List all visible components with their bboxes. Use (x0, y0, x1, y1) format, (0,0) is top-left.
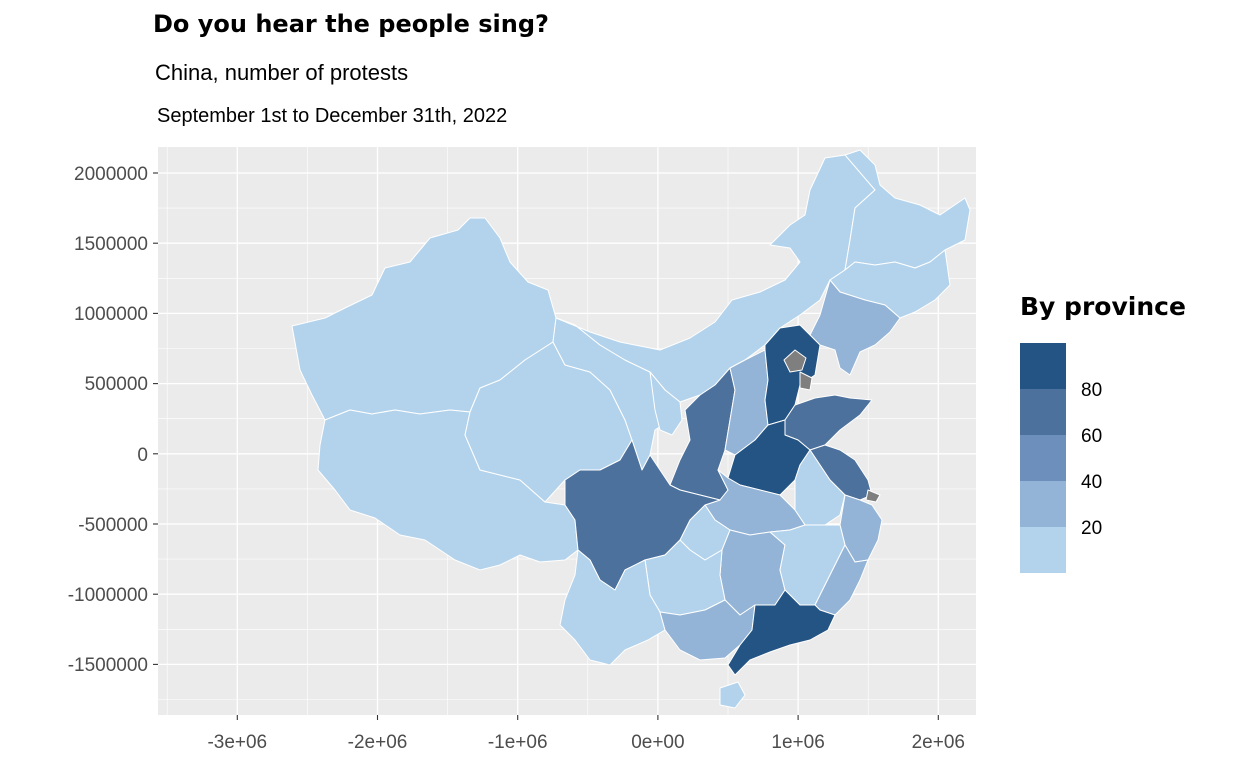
province-beijing (783, 349, 807, 373)
legend-colorbar-step (1020, 343, 1066, 389)
legend-title: By province (1020, 292, 1186, 321)
legend-colorbar-step (1020, 435, 1066, 481)
map-subtitle: China, number of protests (155, 60, 409, 85)
y-tick-label: 0 (137, 445, 148, 466)
province-hunan (719, 529, 786, 616)
legend-break-label: 20 (1081, 518, 1102, 539)
province-tianjin (799, 371, 813, 391)
legend-break-label: 80 (1081, 380, 1102, 401)
y-tick-label: 2000000 (74, 164, 148, 185)
province-shanghai (865, 489, 881, 503)
legend-colorbar-step (1020, 481, 1066, 527)
legend: 80 60 40 20 (1020, 343, 1102, 573)
x-tick-label: 1e+06 (771, 732, 824, 753)
x-axis: -3e+06 -2e+06 -1e+06 0e+00 1e+06 2e+06 (207, 715, 965, 753)
x-tick-label: -2e+06 (348, 732, 408, 753)
y-tick-label: -1000000 (68, 585, 148, 606)
legend-colorbar-step (1020, 389, 1066, 435)
legend-break-label: 60 (1081, 426, 1102, 447)
province-yunnan (559, 549, 666, 666)
map-title: Do you hear the people sing? (153, 10, 549, 38)
y-tick-label: -1500000 (68, 655, 148, 676)
y-tick-label: 1000000 (74, 304, 148, 325)
provinces (291, 149, 971, 709)
x-tick-label: 0e+00 (631, 732, 684, 753)
province-hebei (764, 324, 821, 426)
province-ningxia (649, 371, 683, 436)
y-tick-label: -500000 (78, 515, 148, 536)
x-tick-label: -3e+06 (207, 732, 267, 753)
province-guangdong (727, 589, 836, 676)
y-tick-label: 500000 (85, 374, 148, 395)
province-hainan (719, 681, 746, 709)
y-axis: 2000000 1500000 1000000 500000 0 -500000… (68, 164, 158, 676)
x-tick-label: 2e+06 (912, 732, 965, 753)
y-tick-label: 1500000 (74, 234, 148, 255)
legend-colorbar-step (1020, 527, 1066, 573)
x-tick-label: -1e+06 (488, 732, 548, 753)
province-tibet (317, 409, 579, 571)
legend-break-label: 40 (1081, 472, 1102, 493)
map-caption: September 1st to December 31th, 2022 (157, 105, 508, 127)
